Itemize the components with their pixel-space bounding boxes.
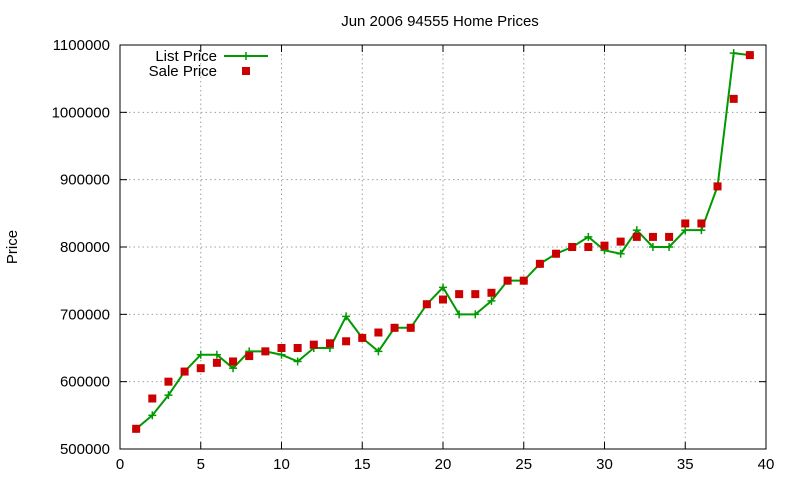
legend-marker-sale-price: [242, 67, 250, 75]
data-point-list-price: [374, 347, 383, 356]
x-tick-label: 5: [197, 456, 205, 473]
data-point-list-price: [584, 232, 593, 241]
data-point-sale-price: [665, 232, 674, 241]
data-point-list-price: [164, 391, 173, 400]
y-tick-label: 500000: [60, 441, 110, 458]
legend-label-sale-price: Sale Price: [149, 63, 217, 80]
legend-marker-list-price: [224, 52, 268, 60]
data-point-list-price: [697, 226, 706, 235]
data-point-sale-price: [342, 337, 351, 346]
data-point-list-price: [455, 310, 464, 319]
chart-title: Jun 2006 94555 Home Prices: [341, 13, 539, 30]
x-tick-label: 25: [515, 456, 532, 473]
data-point-sale-price: [148, 394, 157, 403]
data-point-list-price: [487, 296, 496, 305]
data-point-sale-price: [713, 182, 722, 191]
data-point-sale-price: [616, 237, 625, 246]
x-tick-label: 35: [677, 456, 694, 473]
data-point-list-price: [229, 364, 238, 373]
data-point-sale-price: [277, 344, 286, 352]
data-point-sale-price: [535, 259, 544, 268]
data-point-list-price: [648, 243, 657, 251]
data-point-sale-price: [487, 288, 496, 297]
data-point-sale-price: [439, 295, 447, 304]
data-point-list-price: [616, 249, 625, 258]
series-layer: [132, 49, 754, 433]
y-tick-label: 1100000: [53, 37, 110, 54]
x-tick-label: 0: [116, 456, 124, 473]
data-point-sale-price: [374, 328, 383, 337]
data-point-sale-price: [729, 94, 738, 103]
y-tick-label: 1000000: [52, 104, 110, 121]
data-point-sale-price: [164, 377, 173, 386]
y-tick-label: 800000: [60, 239, 110, 256]
data-point-list-price: [196, 350, 205, 359]
x-tick-label: 20: [435, 456, 452, 473]
data-point-sale-price: [681, 219, 690, 228]
data-point-sale-price: [132, 424, 141, 433]
x-tick-label: 15: [354, 456, 371, 473]
y-axis-label: Price: [4, 230, 21, 264]
data-point-list-price: [665, 243, 674, 251]
data-point-sale-price: [245, 352, 254, 361]
data-point-sale-price: [406, 323, 415, 332]
data-point-sale-price: [697, 219, 706, 228]
data-point-sale-price: [390, 323, 399, 332]
data-point-sale-price: [309, 340, 318, 349]
data-point-list-price: [439, 283, 447, 292]
data-point-sale-price: [293, 344, 302, 352]
legend-square: [242, 67, 250, 75]
data-point-list-price: [471, 310, 480, 319]
data-point-sale-price: [229, 357, 238, 366]
data-point-list-price: [342, 312, 351, 321]
data-point-sale-price: [600, 241, 609, 250]
data-point-list-price: [632, 226, 641, 235]
data-point-sale-price: [180, 367, 189, 376]
data-point-sale-price: [422, 300, 431, 309]
data-point-sale-price: [212, 358, 221, 367]
data-point-sale-price: [261, 347, 270, 356]
data-point-sale-price: [632, 232, 641, 241]
data-point-list-price: [212, 350, 221, 359]
data-point-list-price: [681, 226, 690, 235]
data-point-list-price: [277, 350, 286, 359]
y-tick-label: 600000: [60, 374, 110, 391]
data-point-sale-price: [325, 339, 334, 348]
x-tick-label: 30: [596, 456, 613, 473]
axis-ticks: 0 5 10 15 20 25 30 35 40 500000 600000 700000 800000…: [52, 37, 775, 473]
data-point-sale-price: [519, 276, 528, 285]
data-point-sale-price: [471, 290, 480, 299]
data-point-sale-price: [568, 243, 577, 251]
data-point-list-price: [729, 49, 738, 58]
y-tick-label: 900000: [60, 172, 110, 189]
y-tick-label: 700000: [60, 306, 110, 323]
data-point-sale-price: [745, 51, 754, 60]
legend-plus: [242, 52, 250, 60]
data-point-list-price: [293, 357, 302, 366]
data-point-sale-price: [552, 249, 561, 258]
data-point-sale-price: [584, 243, 593, 251]
x-tick-label: 40: [758, 456, 775, 473]
data-point-sale-price: [648, 232, 657, 241]
data-point-sale-price: [455, 290, 464, 299]
x-tick-label: 10: [273, 456, 290, 473]
legend: List Price Sale Price: [149, 48, 268, 80]
legend-label-list-price: List Price: [155, 48, 217, 65]
data-point-sale-price: [196, 364, 205, 373]
data-point-sale-price: [503, 276, 512, 285]
data-point-list-price: [148, 411, 157, 420]
data-point-sale-price: [358, 333, 367, 342]
